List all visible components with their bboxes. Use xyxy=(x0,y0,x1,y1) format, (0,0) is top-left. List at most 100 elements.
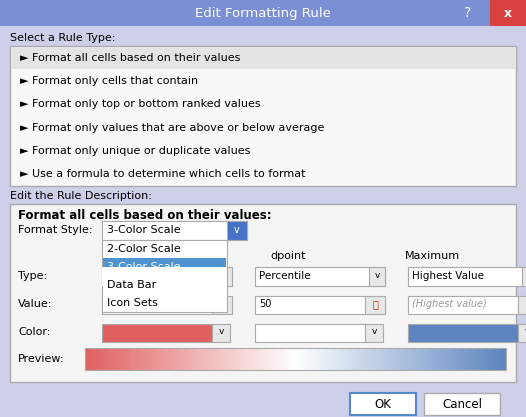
Text: ⌖: ⌖ xyxy=(219,299,225,309)
Text: Edit the Rule Description:: Edit the Rule Description: xyxy=(10,191,152,201)
Bar xyxy=(395,348,398,370)
Bar xyxy=(232,348,235,370)
Bar xyxy=(405,348,407,370)
Bar xyxy=(392,348,394,370)
Bar xyxy=(477,348,479,370)
Bar xyxy=(102,296,212,314)
Bar xyxy=(381,348,383,370)
Bar xyxy=(94,348,96,370)
Bar xyxy=(107,348,110,370)
Bar xyxy=(258,348,260,370)
Bar xyxy=(474,348,476,370)
Bar xyxy=(141,348,144,370)
Bar xyxy=(330,348,333,370)
Bar xyxy=(254,348,256,370)
Bar xyxy=(85,348,87,370)
Bar xyxy=(11,47,515,69)
Bar xyxy=(279,348,281,370)
Bar xyxy=(340,348,343,370)
Bar xyxy=(291,348,294,370)
Bar xyxy=(170,348,173,370)
Bar xyxy=(408,348,410,370)
Bar xyxy=(479,348,482,370)
Bar xyxy=(436,348,438,370)
Bar xyxy=(315,348,318,370)
Bar xyxy=(241,348,243,370)
Bar xyxy=(461,348,463,370)
Bar xyxy=(263,348,266,370)
Text: Cancel: Cancel xyxy=(442,397,482,410)
Bar xyxy=(384,348,386,370)
Bar xyxy=(217,348,219,370)
Bar xyxy=(128,348,131,370)
Bar xyxy=(319,348,322,370)
Bar xyxy=(317,348,319,370)
Bar xyxy=(178,348,180,370)
Bar xyxy=(147,348,149,370)
Bar xyxy=(483,348,486,370)
Bar xyxy=(415,348,417,370)
Text: ► Use a formula to determine which cells to format: ► Use a formula to determine which cells… xyxy=(20,169,306,179)
Bar xyxy=(447,348,449,370)
Bar xyxy=(416,348,419,370)
Bar xyxy=(345,348,347,370)
Bar xyxy=(259,348,261,370)
Bar xyxy=(164,348,166,370)
Bar xyxy=(197,348,200,370)
Bar xyxy=(408,296,518,314)
Bar xyxy=(369,267,385,286)
Bar xyxy=(276,348,278,370)
Bar xyxy=(502,348,504,370)
Text: Format Style:: Format Style: xyxy=(18,225,93,235)
Bar xyxy=(166,348,169,370)
Text: v: v xyxy=(218,327,224,337)
Bar xyxy=(419,348,421,370)
Bar xyxy=(456,348,458,370)
Bar xyxy=(329,348,331,370)
Bar xyxy=(155,348,158,370)
Bar xyxy=(339,348,341,370)
Text: 3-Color Scale: 3-Color Scale xyxy=(107,225,180,235)
Bar xyxy=(495,348,497,370)
Text: ► Format only cells that contain: ► Format only cells that contain xyxy=(20,76,198,86)
Text: 2-Color Scale: 2-Color Scale xyxy=(107,244,181,254)
Bar xyxy=(357,348,360,370)
Bar xyxy=(366,348,368,370)
Bar xyxy=(161,348,163,370)
Bar xyxy=(185,348,187,370)
Bar xyxy=(446,348,448,370)
Bar xyxy=(96,348,99,370)
Bar xyxy=(449,348,451,370)
Bar xyxy=(451,348,453,370)
Bar xyxy=(122,348,124,370)
Bar xyxy=(363,348,365,370)
Bar xyxy=(102,267,227,286)
Bar xyxy=(176,348,179,370)
Bar xyxy=(119,348,121,370)
Bar xyxy=(343,348,346,370)
Bar xyxy=(409,348,411,370)
Bar xyxy=(256,348,259,370)
Bar xyxy=(179,348,181,370)
Text: Highest Value: Highest Value xyxy=(412,271,484,281)
Bar xyxy=(312,348,315,370)
Bar xyxy=(212,324,230,342)
Text: v: v xyxy=(524,327,526,337)
Bar xyxy=(475,348,478,370)
Bar xyxy=(154,348,156,370)
Bar xyxy=(149,348,152,370)
Bar xyxy=(374,348,377,370)
Bar xyxy=(109,348,112,370)
Bar xyxy=(148,348,150,370)
Bar xyxy=(120,348,123,370)
Bar xyxy=(388,348,390,370)
Bar xyxy=(277,348,280,370)
Bar xyxy=(275,348,277,370)
Bar xyxy=(326,348,329,370)
Bar xyxy=(117,348,120,370)
Bar xyxy=(10,204,516,382)
Bar xyxy=(113,348,116,370)
Bar xyxy=(333,348,336,370)
Bar xyxy=(332,348,335,370)
Bar xyxy=(89,348,92,370)
